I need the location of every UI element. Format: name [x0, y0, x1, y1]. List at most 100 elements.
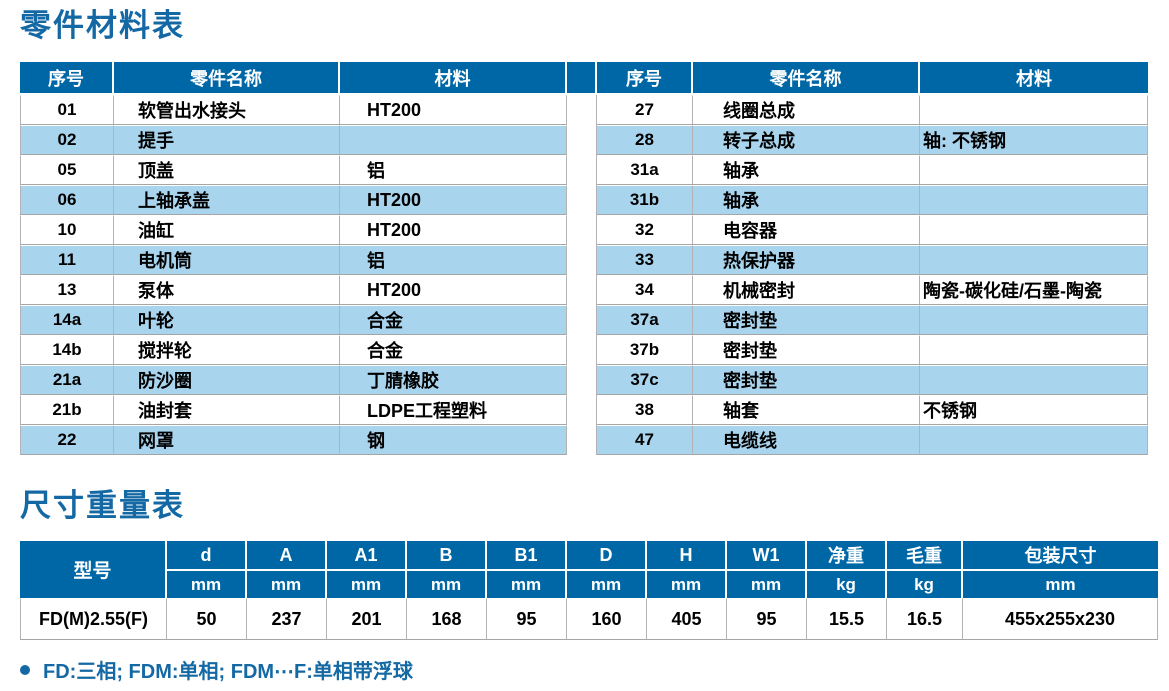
dims-data-row: FD(M)2.55(F) 50 237 201 168 95 160 405 95 15.5 16.… — [20, 598, 1158, 640]
parts-table: 序号 零件名称 材料 序号 零件名称 材料 01 软管出水接头 HT200 27 线圈总… — [20, 62, 1148, 455]
part-no-cell: 47 — [597, 425, 693, 455]
part-material-cell: 轴: 不锈钢 — [920, 125, 1148, 155]
part-no-cell: 37b — [597, 335, 693, 365]
dims-col-label: H — [647, 541, 727, 571]
part-name-cell: 网罩 — [114, 425, 340, 455]
part-no-cell: 06 — [20, 185, 114, 215]
part-material-cell: HT200 — [340, 95, 567, 125]
part-name-cell: 电机筒 — [114, 245, 340, 275]
part-no-cell: 22 — [20, 425, 114, 455]
parts-row: 06 上轴承盖 HT200 31b 轴承 — [20, 185, 1148, 215]
dims-col-label: 毛重 — [887, 541, 963, 571]
dims-col-unit: mm — [963, 571, 1158, 598]
dims-col-unit: mm — [327, 571, 407, 598]
part-no-cell: 11 — [20, 245, 114, 275]
part-material-cell — [920, 95, 1148, 125]
part-material-cell — [920, 305, 1148, 335]
dims-col-unit: kg — [887, 571, 963, 598]
spacer-header-cell — [567, 62, 597, 95]
value-cell: 16.5 — [887, 598, 963, 640]
part-material-cell — [920, 155, 1148, 185]
dims-col-unit: mm — [647, 571, 727, 598]
part-material-cell: HT200 — [340, 275, 567, 305]
part-material-cell: 合金 — [340, 305, 567, 335]
parts-table-body: 01 软管出水接头 HT200 27 线圈总成 02 提手 28 转子总成 轴: 不锈钢 05 顶盖铝… — [20, 95, 1148, 455]
parts-row: 10 油缸 HT200 32 电容器 — [20, 215, 1148, 245]
part-name-cell: 软管出水接头 — [114, 95, 340, 125]
part-no-cell: 31a — [597, 155, 693, 185]
part-no-cell: 21a — [20, 365, 114, 395]
part-name-cell: 油封套 — [114, 395, 340, 425]
dims-col-label: 净重 — [807, 541, 887, 571]
part-name-cell: 泵体 — [114, 275, 340, 305]
value-cell: 237 — [247, 598, 327, 640]
part-no-cell: 02 — [20, 125, 114, 155]
dims-col-unit: mm — [167, 571, 247, 598]
value-cell: 160 — [567, 598, 647, 640]
part-name-cell: 搅拌轮 — [114, 335, 340, 365]
dims-col-label: A — [247, 541, 327, 571]
value-cell: 50 — [167, 598, 247, 640]
part-material-cell: 丁腈橡胶 — [340, 365, 567, 395]
part-material-cell — [340, 125, 567, 155]
parts-row: 01 软管出水接头 HT200 27 线圈总成 — [20, 95, 1148, 455]
value-cell: 15.5 — [807, 598, 887, 640]
dims-col-unit: kg — [807, 571, 887, 598]
part-no-cell: 10 — [20, 215, 114, 245]
footnote-text: FD:三相; FDM:单相; FDM⋯F:单相带浮球 — [43, 661, 413, 683]
parts-col-material: 材料 — [920, 62, 1148, 95]
parts-row: 05 顶盖铝 31a 轴承 — [20, 155, 1148, 185]
parts-col-no: 序号 — [597, 62, 693, 95]
dims-col-label: d — [167, 541, 247, 571]
part-material-cell: 不锈钢 — [920, 395, 1148, 425]
part-name-cell: 热保护器 — [693, 245, 920, 275]
part-material-cell: 铝 — [340, 155, 567, 185]
part-name-cell: 轴套 — [693, 395, 920, 425]
part-material-cell: 铝 — [340, 245, 567, 275]
dims-col-unit: mm — [247, 571, 327, 598]
value-cell: 95 — [487, 598, 567, 640]
dims-col-label: A1 — [327, 541, 407, 571]
part-no-cell: 05 — [20, 155, 114, 185]
dims-table-title: 尺寸重量表 — [20, 488, 185, 523]
part-material-cell: HT200 — [340, 215, 567, 245]
part-material-cell: 钢 — [340, 425, 567, 455]
parts-row: 14a 叶轮 合金 37a 密封垫 — [20, 305, 1148, 335]
part-name-cell: 电缆线 — [693, 425, 920, 455]
part-name-cell: 顶盖 — [114, 155, 340, 185]
part-no-cell: 31b — [597, 185, 693, 215]
dims-col-label: W1 — [727, 541, 807, 571]
dims-col-unit: mm — [567, 571, 647, 598]
part-no-cell: 37c — [597, 365, 693, 395]
dims-col-unit: mm — [407, 571, 487, 598]
part-no-cell: 34 — [597, 275, 693, 305]
part-name-cell: 上轴承盖 — [114, 185, 340, 215]
dims-header-row-2: mm mm mm mm mm mm mm mm kg kg mm — [20, 571, 1158, 598]
bullet-icon — [20, 664, 30, 675]
part-material-cell — [920, 335, 1148, 365]
dims-col-model: 型号 — [20, 541, 167, 598]
parts-row: 22 网罩钢 47 电缆线 — [20, 425, 1148, 455]
dims-table: 型号 d A A1 B B1 D H W1 净重 毛重 包装尺寸 mm mm mm mm mm mm mm mm k… — [20, 541, 1158, 640]
dims-col-label: B — [407, 541, 487, 571]
model-cell: FD(M)2.55(F) — [20, 598, 167, 640]
part-name-cell: 转子总成 — [693, 125, 920, 155]
dims-col-unit: mm — [727, 571, 807, 598]
parts-col-name: 零件名称 — [693, 62, 920, 95]
part-material-cell: HT200 — [340, 185, 567, 215]
part-name-cell: 电容器 — [693, 215, 920, 245]
dims-col-label: B1 — [487, 541, 567, 571]
part-name-cell: 密封垫 — [693, 335, 920, 365]
part-no-cell: 14b — [20, 335, 114, 365]
value-cell: 168 — [407, 598, 487, 640]
part-no-cell: 28 — [597, 125, 693, 155]
part-no-cell: 13 — [20, 275, 114, 305]
part-no-cell: 14a — [20, 305, 114, 335]
parts-table-title: 零件材料表 — [20, 8, 185, 43]
part-name-cell: 提手 — [114, 125, 340, 155]
part-material-cell: 陶瓷-碳化硅/石墨-陶瓷 — [920, 275, 1148, 305]
parts-row: 21b 油封套 LDPE工程塑料 38 轴套 不锈钢 — [20, 395, 1148, 425]
part-name-cell: 叶轮 — [114, 305, 340, 335]
dims-header-row-1: 型号 d A A1 B B1 D H W1 净重 毛重 包装尺寸 — [20, 541, 1158, 598]
